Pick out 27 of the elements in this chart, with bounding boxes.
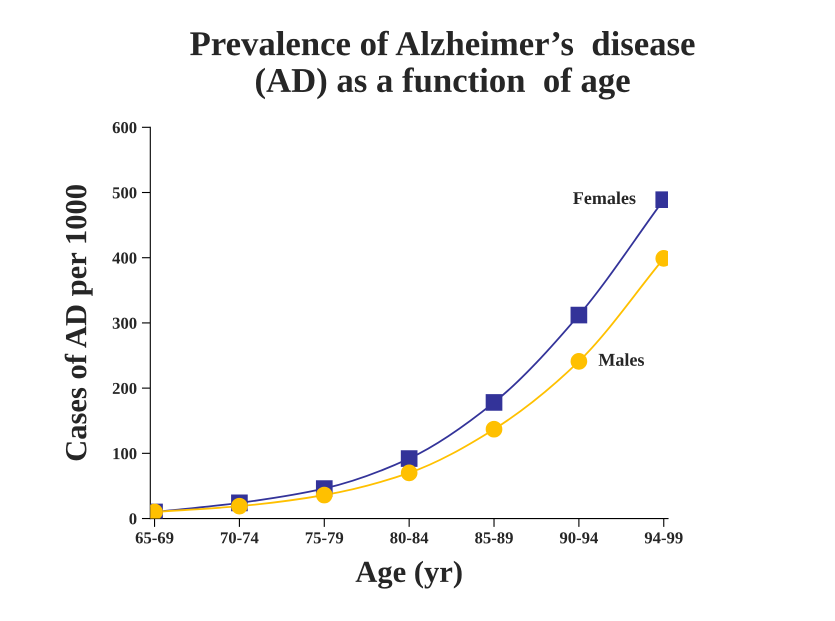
point xyxy=(486,420,502,438)
y-axis-title: Cases of AD per 1000 xyxy=(64,185,93,460)
point xyxy=(400,464,418,482)
y-tick-label: 200 xyxy=(112,382,136,394)
y-tick-label: 500 xyxy=(112,187,136,198)
x-tick-label: 90-94 xyxy=(560,532,598,544)
y-tick-label: 400 xyxy=(112,252,136,264)
point xyxy=(570,306,588,324)
x-tick-label: 80-84 xyxy=(390,532,428,544)
point xyxy=(231,498,248,514)
y-tick-label: 300 xyxy=(112,318,136,329)
y-tick-label: 100 xyxy=(113,448,136,460)
series-label: Males xyxy=(598,353,644,366)
point xyxy=(316,486,333,504)
y-tick-label: 0 xyxy=(129,513,136,524)
y-tick-label: 600 xyxy=(112,122,136,134)
chart-title: Prevalence of Alzheimer’s disease (AD) as a function of age xyxy=(190,30,695,100)
x-tick-label: 85-89 xyxy=(475,532,513,544)
x-tick-label: 94-99 xyxy=(644,532,683,544)
x-tick-label: 65-69 xyxy=(136,532,174,544)
point xyxy=(570,353,588,370)
x-tick-label: 75-79 xyxy=(306,532,344,544)
series-label: Females xyxy=(573,191,636,204)
point xyxy=(400,450,418,467)
x-tick-label: 70-74 xyxy=(220,532,259,544)
point xyxy=(486,394,502,411)
x-axis-title: Age (yr) xyxy=(356,560,462,589)
